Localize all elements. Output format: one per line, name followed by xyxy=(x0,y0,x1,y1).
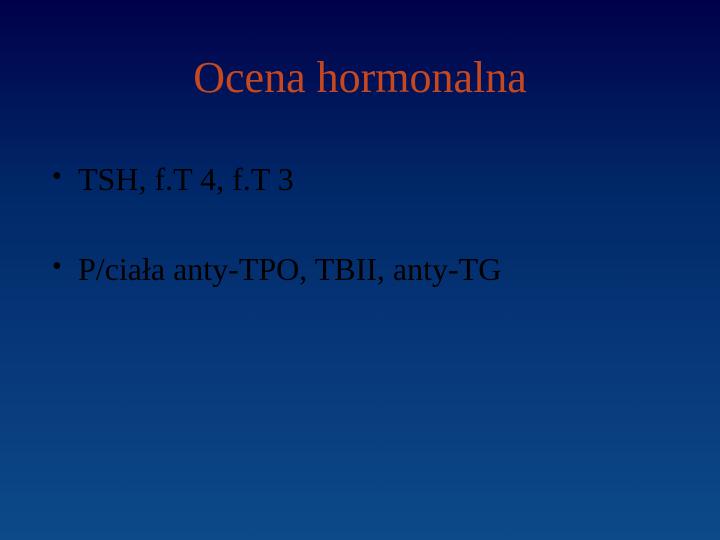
bullet-text: P/ciała anty-TPO, TBII, anty-TG xyxy=(78,251,501,287)
list-item: TSH, f.T 4, f.T 3 xyxy=(50,160,670,198)
bullet-list: TSH, f.T 4, f.T 3 P/ciała anty-TPO, TBII… xyxy=(50,160,670,341)
list-item: P/ciała anty-TPO, TBII, anty-TG xyxy=(50,250,670,288)
slide: Ocena hormonalna TSH, f.T 4, f.T 3 P/cia… xyxy=(0,0,720,540)
slide-title: Ocena hormonalna xyxy=(0,52,720,103)
bullet-text: TSH, f.T 4, f.T 3 xyxy=(78,161,294,197)
